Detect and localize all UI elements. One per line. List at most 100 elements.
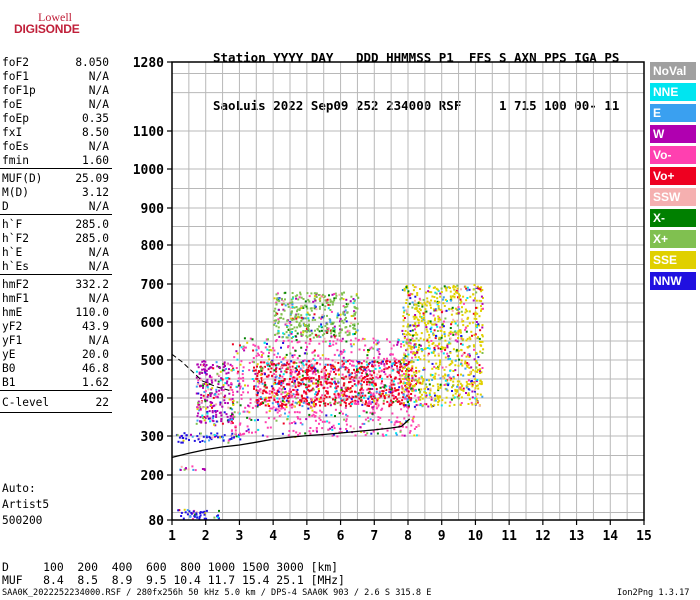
echo-pixel [281,297,283,300]
param-row: hmF1 N/A [2,292,109,306]
echo-pixel [477,287,480,290]
echo-pixel [434,337,437,340]
echo-pixel [411,329,414,332]
echo-pixel [231,343,234,346]
echo-pixel [369,347,372,350]
echo-pixel [349,387,352,389]
echo-pixel [275,311,278,314]
echo-pixel [396,398,399,401]
echo-pixel [255,349,258,352]
echo-pixel [402,306,405,309]
echo-pixel [446,344,449,347]
echo-pixel [468,356,471,358]
echo-pixel [231,429,233,432]
echo-pixel [447,384,450,387]
echo-pixel [428,379,431,382]
echo-pixel [445,396,448,399]
echo-pixel [373,341,375,344]
echo-pixel [329,427,332,430]
echo-pixel [395,433,398,436]
echo-pixel [407,362,410,365]
echo-pixel [206,385,209,388]
echo-pixel [242,376,245,379]
echo-pixel [471,396,474,399]
echo-pixel [426,338,429,341]
echo-pixel [392,383,395,386]
echo-pixel [292,296,294,299]
echo-pixel [307,384,310,387]
echo-pixel [351,364,353,367]
echo-pixel [435,287,438,290]
echo-pixel [261,434,264,437]
echo-pixel [211,436,214,439]
echo-pixel [211,406,213,409]
echo-pixel [280,361,283,364]
echo-pixel [273,391,276,394]
echo-pixel [429,397,432,399]
echo-pixel [460,318,463,321]
y-tick-label: 1000 [133,163,164,178]
echo-pixel [460,354,463,357]
echo-pixel [317,380,320,382]
echo-pixel [388,341,391,343]
echo-pixel [477,323,480,326]
echo-pixel [479,393,482,396]
echo-pixel [304,383,307,386]
echo-pixel [287,415,290,418]
echo-pixel [282,332,285,335]
echo-pixel [413,346,416,349]
echo-pixel [363,366,366,369]
echo-pixel [473,381,476,384]
echo-pixel [231,434,234,437]
param-label: yF2 [2,320,23,333]
echo-pixel [274,401,277,403]
echo-pixel [449,401,452,404]
echo-pixel [433,329,436,332]
echo-pixel [457,333,460,336]
echo-pixel [406,287,409,289]
echo-pixel [424,311,427,314]
echo-pixel [259,361,262,364]
echo-pixel [407,291,410,294]
echo-pixel [242,366,245,369]
echo-pixel [451,306,454,309]
echo-pixel [343,350,346,353]
logo-line2: DIGISONDE [14,22,80,36]
echo-pixel [312,388,315,391]
echo-pixel [241,373,244,376]
echo-pixel [430,403,432,406]
echo-pixel [377,361,380,364]
echo-pixel [419,358,422,361]
echo-pixel [436,300,439,303]
echo-pixel [355,370,358,373]
echo-pixel [337,423,340,425]
echo-pixel [428,344,431,347]
echo-pixel [375,401,378,404]
echo-pixel [293,396,296,398]
echo-pixel [198,371,201,374]
echo-pixel [321,334,324,337]
echo-pixel [468,288,471,291]
echo-pixel [457,364,460,367]
echo-pixel [437,315,440,318]
echo-pixel [295,339,298,341]
echo-pixel [427,388,430,391]
echo-pixel [452,375,455,378]
echo-pixel [364,394,367,397]
echo-pixel [312,316,315,319]
echo-pixel [412,334,414,337]
echo-pixel [339,410,342,413]
echo-pixel [286,383,289,386]
echo-pixel [273,314,276,317]
y-tick-label: 80 [148,514,164,529]
echo-pixel [308,390,311,393]
echo-pixel [434,291,437,294]
echo-pixel [479,288,482,291]
echo-pixel [278,397,281,400]
echo-pixel [467,403,470,405]
echo-pixel [459,404,462,406]
echo-pixel [285,364,288,367]
echo-pixel [408,387,410,390]
echo-pixel [273,395,276,398]
echo-pixel [259,391,262,394]
